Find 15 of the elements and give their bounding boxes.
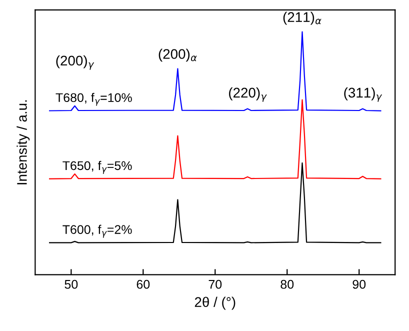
x-tick-label: 50: [64, 280, 78, 289]
annotation: (211)$_{α}$: [283, 12, 322, 25]
x-tick-label: 60: [136, 280, 150, 289]
x-tick-label: 70: [208, 280, 222, 289]
y-axis-title: Intensity / a.u.: [16, 100, 30, 184]
x-tick-label: 90: [352, 280, 366, 289]
annotation: (200)$_{α}$: [158, 48, 197, 62]
series-label: T680, f$_{γ}$=10%: [56, 92, 132, 106]
annotation: (311)$_{γ}$: [344, 87, 382, 102]
series-label: T650, f$_{γ}$=5%: [62, 160, 132, 174]
annotation: (200)$_{γ}$: [56, 55, 94, 70]
x-tick-label: 80: [280, 280, 294, 289]
annotation: (220)$_{γ}$: [229, 87, 267, 102]
series-label: T600, f$_{γ}$=2%: [62, 224, 132, 238]
x-axis-title: 2θ / (°): [194, 296, 236, 310]
